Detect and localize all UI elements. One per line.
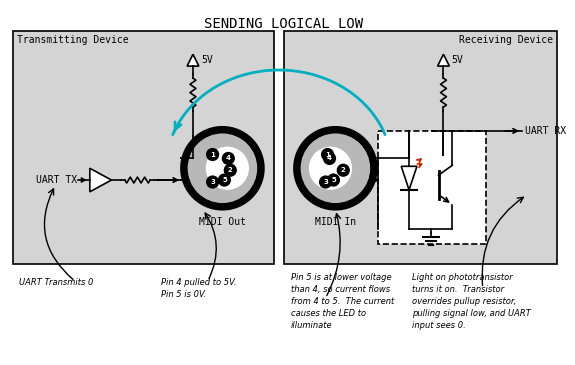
Polygon shape <box>90 168 112 192</box>
Text: SENDING LOGICAL LOW: SENDING LOGICAL LOW <box>204 17 363 31</box>
Polygon shape <box>187 54 199 66</box>
Circle shape <box>187 133 258 204</box>
Text: Light on phototransistor
turns it on.  Transistor
overrides pullup resistor,
pul: Light on phototransistor turns it on. Tr… <box>412 273 531 330</box>
Text: Pin 4 pulled to 5V.
Pin 5 is 0V.: Pin 4 pulled to 5V. Pin 5 is 0V. <box>160 278 236 299</box>
Text: 5V: 5V <box>451 55 463 65</box>
Circle shape <box>294 127 377 210</box>
Circle shape <box>338 164 349 176</box>
Bar <box>284 31 557 264</box>
Text: 2: 2 <box>341 167 346 173</box>
Text: Pin 5 is at lower voltage
than 4, so current flows
from 4 to 5.  The current
cau: Pin 5 is at lower voltage than 4, so cur… <box>291 273 394 330</box>
Text: UART TX: UART TX <box>36 175 77 185</box>
Circle shape <box>218 174 230 186</box>
Circle shape <box>300 133 371 204</box>
Circle shape <box>321 149 333 160</box>
Polygon shape <box>401 166 417 190</box>
Circle shape <box>309 147 352 190</box>
Text: 5: 5 <box>331 177 336 183</box>
Text: 5V: 5V <box>201 55 213 65</box>
Text: UART RX: UART RX <box>525 126 566 136</box>
Circle shape <box>206 176 218 188</box>
Circle shape <box>320 176 331 188</box>
Circle shape <box>206 149 218 160</box>
Text: Receiving Device: Receiving Device <box>459 35 554 45</box>
Text: MIDI In: MIDI In <box>315 218 356 227</box>
Circle shape <box>324 153 335 164</box>
Circle shape <box>206 147 249 190</box>
Text: 4: 4 <box>226 155 231 161</box>
Circle shape <box>328 174 339 186</box>
Circle shape <box>223 153 234 164</box>
Text: 4: 4 <box>327 155 332 161</box>
Circle shape <box>181 127 264 210</box>
Polygon shape <box>438 54 449 66</box>
Text: UART Transmits 0: UART Transmits 0 <box>19 278 94 287</box>
Text: 5: 5 <box>222 177 227 183</box>
Bar <box>13 31 274 264</box>
Text: 3: 3 <box>323 179 328 185</box>
Text: 3: 3 <box>210 179 215 185</box>
Circle shape <box>224 164 236 176</box>
Text: MIDI Out: MIDI Out <box>199 218 246 227</box>
Bar <box>378 131 486 244</box>
Text: 1: 1 <box>210 151 215 158</box>
Text: 1: 1 <box>325 151 330 158</box>
Text: Transmitting Device: Transmitting Device <box>17 35 129 45</box>
Text: 2: 2 <box>228 167 233 173</box>
